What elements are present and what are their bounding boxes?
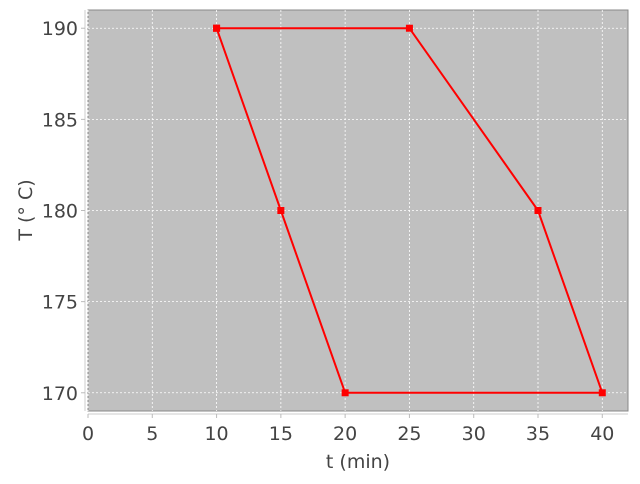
y-tick-label: 175: [42, 292, 78, 314]
data-point: [277, 207, 285, 214]
y-tick-label: 190: [42, 18, 78, 40]
x-tick-label: 0: [82, 423, 94, 445]
x-tick-label: 40: [590, 423, 614, 445]
data-point: [405, 24, 413, 32]
x-tick-label: 25: [397, 423, 421, 445]
x-tick-label: 30: [462, 423, 486, 445]
data-point: [534, 207, 542, 214]
data-point: [598, 389, 606, 397]
data-point: [341, 389, 349, 397]
y-tick-label: 180: [42, 201, 78, 223]
series: [213, 24, 606, 397]
x-tick-label: 5: [146, 423, 158, 445]
y-tick-label: 185: [42, 109, 78, 131]
data-point: [213, 24, 221, 32]
y-tick-label: 170: [42, 383, 78, 405]
x-tick-label: 10: [204, 423, 228, 445]
y-axis-label: T (° C): [15, 179, 37, 241]
x-axis-label: t (min): [326, 451, 390, 473]
ticks: 0 5 10 15 20 25 30 35 40 170 175 180 185 190: [42, 18, 615, 445]
x-tick-label: 20: [333, 423, 357, 445]
x-tick-label: 15: [269, 423, 293, 445]
x-tick-label: 35: [526, 423, 550, 445]
